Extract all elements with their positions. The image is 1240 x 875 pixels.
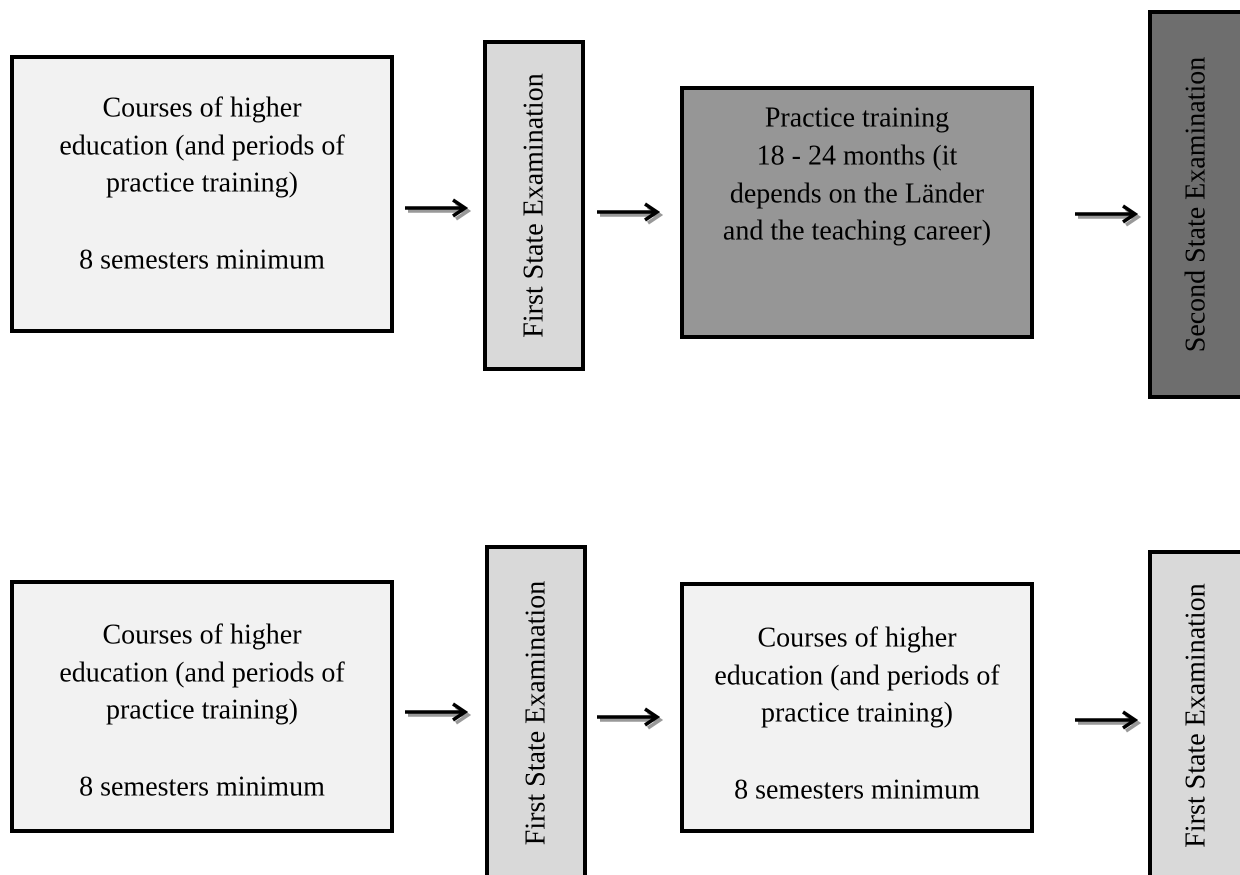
vertical-label: First State Examination [520,581,551,845]
box [680,86,1034,339]
vertical-label: Second State Examination [1180,57,1211,353]
box [483,40,585,371]
box-text-line: education (and periods of [59,130,345,161]
box [1148,10,1240,399]
box-text-line: Practice training [765,102,949,133]
arrow-head [1122,204,1139,224]
arrow [597,707,661,727]
box-text-line: Courses of higher [102,92,302,123]
box-text-line: 8 semesters minimum [79,244,325,275]
arrow-head [1122,710,1139,730]
arrow [1075,710,1139,730]
arrow-head [452,198,469,218]
box-text-line: and the teaching career) [723,215,991,246]
arrow [405,198,469,218]
box [680,582,1034,833]
box-text-line: education (and periods of [714,660,1000,691]
arrow-head [644,707,661,727]
box-text-line: Courses of higher [757,622,957,653]
arrow [1075,204,1139,224]
box-text-line: practice training) [106,167,298,198]
arrow [597,202,661,222]
box-text-line: practice training) [761,697,953,728]
box [10,55,394,333]
box-text-line: depends on the Länder [730,178,985,209]
box [10,580,394,833]
box-text-line: 18 - 24 months (it [757,140,958,171]
arrow-head [452,702,469,722]
arrow [405,702,469,722]
arrow-head [644,202,661,222]
box [485,545,587,875]
box-text-line: Courses of higher [102,619,302,650]
box-text-line: 8 semesters minimum [734,774,980,805]
box-text-line: education (and periods of [59,657,345,688]
box-text-line: 8 semesters minimum [79,771,325,802]
box-text-line: practice training) [106,694,298,725]
vertical-label: First State Examination [1180,583,1211,847]
vertical-label: First State Examination [518,73,549,337]
box [1148,550,1240,875]
